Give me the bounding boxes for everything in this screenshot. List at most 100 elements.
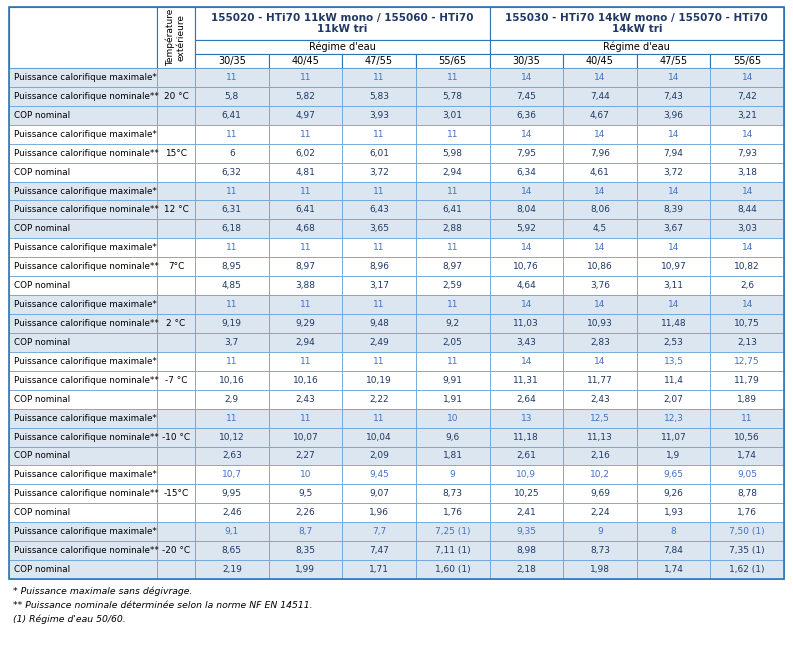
Text: 8: 8 bbox=[671, 527, 676, 536]
Bar bbox=[269, 125, 343, 143]
Bar bbox=[637, 371, 711, 390]
Text: -7 °C: -7 °C bbox=[165, 375, 187, 385]
Bar bbox=[416, 68, 489, 87]
Text: Puissance calorifique maximale*: Puissance calorifique maximale* bbox=[14, 471, 157, 479]
Bar bbox=[711, 295, 784, 314]
Text: 11: 11 bbox=[226, 357, 238, 366]
Bar bbox=[563, 522, 637, 541]
Text: 10,2: 10,2 bbox=[590, 471, 610, 479]
Bar bbox=[637, 87, 711, 106]
Bar bbox=[711, 239, 784, 257]
Bar bbox=[563, 219, 637, 239]
Bar bbox=[195, 182, 269, 200]
Text: 14: 14 bbox=[521, 73, 532, 82]
Text: 1,91: 1,91 bbox=[442, 395, 462, 404]
Text: 5,98: 5,98 bbox=[442, 149, 462, 158]
Text: 8,95: 8,95 bbox=[222, 262, 242, 271]
Text: 14: 14 bbox=[668, 300, 680, 309]
Bar bbox=[637, 428, 711, 447]
Text: Puissance calorifique maximale*: Puissance calorifique maximale* bbox=[14, 414, 157, 422]
Bar bbox=[343, 352, 416, 371]
Text: 10,76: 10,76 bbox=[513, 262, 539, 271]
Bar bbox=[269, 295, 343, 314]
Text: 6,31: 6,31 bbox=[222, 206, 242, 214]
Text: 6,41: 6,41 bbox=[222, 111, 242, 120]
Bar bbox=[195, 163, 269, 182]
Bar bbox=[195, 239, 269, 257]
Bar bbox=[269, 239, 343, 257]
Bar bbox=[489, 276, 563, 295]
Bar bbox=[489, 352, 563, 371]
Text: 13: 13 bbox=[520, 414, 532, 422]
Bar bbox=[416, 314, 489, 333]
Text: 14: 14 bbox=[741, 130, 753, 139]
Bar bbox=[195, 371, 269, 390]
Bar bbox=[489, 503, 563, 522]
Text: 3,76: 3,76 bbox=[590, 281, 610, 290]
Text: Régime d'eau: Régime d'eau bbox=[308, 42, 376, 52]
Text: 9,2: 9,2 bbox=[446, 319, 460, 328]
Text: 11,77: 11,77 bbox=[587, 375, 613, 385]
Bar bbox=[269, 465, 343, 485]
Text: 11: 11 bbox=[374, 73, 385, 82]
Bar bbox=[489, 390, 563, 408]
Text: 14: 14 bbox=[594, 243, 606, 253]
Bar bbox=[711, 560, 784, 579]
Text: 8,73: 8,73 bbox=[590, 546, 610, 555]
Bar bbox=[9, 7, 784, 579]
Bar bbox=[637, 163, 711, 182]
Text: 1,71: 1,71 bbox=[369, 565, 389, 574]
Text: 4,85: 4,85 bbox=[222, 281, 242, 290]
Text: 11,03: 11,03 bbox=[513, 319, 539, 328]
Text: 11: 11 bbox=[447, 243, 458, 253]
Bar bbox=[9, 503, 157, 522]
Text: 11: 11 bbox=[300, 186, 311, 196]
Text: 2,19: 2,19 bbox=[222, 565, 242, 574]
Text: 3,11: 3,11 bbox=[664, 281, 684, 290]
Text: 2,05: 2,05 bbox=[442, 338, 462, 347]
Text: 11: 11 bbox=[447, 357, 458, 366]
Bar bbox=[9, 371, 157, 390]
Bar bbox=[489, 295, 563, 314]
Text: 7,42: 7,42 bbox=[737, 92, 757, 101]
Bar bbox=[563, 106, 637, 125]
Text: 15°C: 15°C bbox=[165, 149, 187, 158]
Text: 10: 10 bbox=[447, 414, 458, 422]
Bar bbox=[9, 522, 157, 541]
Bar bbox=[157, 87, 195, 106]
Bar bbox=[195, 352, 269, 371]
Bar bbox=[563, 503, 637, 522]
Bar bbox=[9, 276, 157, 295]
Bar bbox=[711, 54, 784, 68]
Text: 2 °C: 2 °C bbox=[167, 319, 186, 328]
Bar bbox=[637, 295, 711, 314]
Bar bbox=[343, 465, 416, 485]
Text: 30/35: 30/35 bbox=[218, 56, 246, 66]
Text: 11: 11 bbox=[447, 130, 458, 139]
Bar bbox=[637, 182, 711, 200]
Text: 3,93: 3,93 bbox=[369, 111, 389, 120]
Bar bbox=[157, 408, 195, 428]
Bar bbox=[343, 485, 416, 503]
Bar bbox=[711, 371, 784, 390]
Bar bbox=[195, 295, 269, 314]
Text: Puissance calorifique nominale**: Puissance calorifique nominale** bbox=[14, 149, 159, 158]
Bar bbox=[157, 333, 195, 352]
Bar bbox=[416, 54, 489, 68]
Bar bbox=[343, 447, 416, 465]
Bar bbox=[195, 200, 269, 219]
Bar bbox=[637, 219, 711, 239]
Bar bbox=[711, 503, 784, 522]
Bar bbox=[157, 276, 195, 295]
Text: 14: 14 bbox=[521, 130, 532, 139]
Bar bbox=[489, 447, 563, 465]
Text: Puissance calorifique nominale**: Puissance calorifique nominale** bbox=[14, 319, 159, 328]
Bar bbox=[343, 219, 416, 239]
Bar bbox=[416, 163, 489, 182]
Bar bbox=[711, 125, 784, 143]
Text: 14: 14 bbox=[668, 130, 680, 139]
Bar bbox=[343, 257, 416, 276]
Text: 6,43: 6,43 bbox=[369, 206, 389, 214]
Text: 9,48: 9,48 bbox=[369, 319, 389, 328]
Bar bbox=[343, 87, 416, 106]
